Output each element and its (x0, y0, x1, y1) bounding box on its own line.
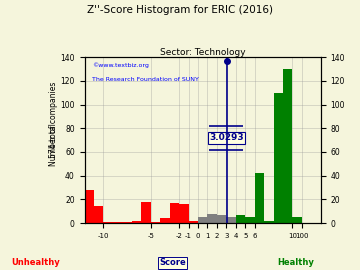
Title: Sector: Technology: Sector: Technology (160, 48, 246, 57)
Text: Number of companies: Number of companies (49, 81, 58, 166)
Bar (198, 217, 207, 223)
Bar (122, 222, 132, 223)
Text: The Research Foundation of SUNY: The Research Foundation of SUNY (92, 77, 198, 82)
Bar (189, 221, 198, 223)
Bar (245, 217, 255, 223)
Bar (103, 222, 113, 223)
Bar (264, 221, 274, 223)
Bar (274, 93, 283, 223)
Bar (113, 222, 122, 223)
Bar (217, 215, 226, 223)
Bar (151, 222, 160, 223)
Text: ©www.textbiz.org: ©www.textbiz.org (92, 62, 149, 68)
Bar (207, 214, 217, 223)
Text: Z''-Score Histogram for ERIC (2016): Z''-Score Histogram for ERIC (2016) (87, 5, 273, 15)
Text: Unhealthy: Unhealthy (12, 258, 60, 267)
Bar (226, 217, 236, 223)
Bar (292, 217, 302, 223)
Bar (141, 202, 151, 223)
Bar (283, 69, 292, 223)
Bar (132, 221, 141, 223)
Bar (85, 190, 94, 223)
Bar (255, 173, 264, 223)
Text: Healthy: Healthy (277, 258, 314, 267)
Text: 3.0293: 3.0293 (209, 133, 244, 142)
Bar (94, 207, 103, 223)
Bar (236, 215, 245, 223)
Text: Score: Score (159, 258, 186, 267)
Bar (179, 204, 189, 223)
Y-axis label: 574 total: 574 total (49, 123, 58, 157)
Bar (160, 218, 170, 223)
Bar (170, 203, 179, 223)
